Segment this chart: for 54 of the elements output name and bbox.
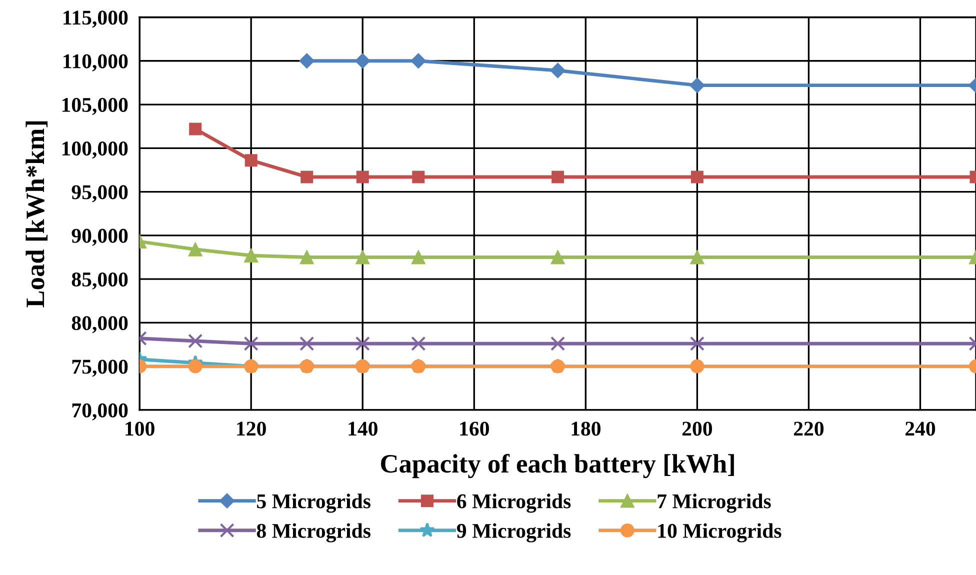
y-axis-title: Load [kWh*km]: [26, 121, 48, 308]
y-tick-label: 105,000: [62, 98, 128, 115]
point: [188, 334, 203, 348]
point: [412, 170, 425, 184]
y-tick-label: 80,000: [72, 316, 128, 334]
legend-label: 9 Microgrids: [456, 523, 571, 542]
legend-label: 8 Microgrids: [256, 523, 370, 542]
point: [690, 250, 704, 264]
x-tick-label: 220: [794, 422, 824, 436]
point: [411, 336, 426, 351]
y-tick-label: 70,000: [72, 403, 128, 420]
point: [550, 62, 566, 78]
point: [299, 53, 314, 68]
point: [189, 122, 202, 136]
x-tick-label: 180: [572, 422, 600, 436]
y-tick-label: 95,000: [72, 185, 128, 202]
point: [188, 359, 202, 374]
point: [690, 359, 704, 374]
point: [690, 170, 704, 184]
legend-label: 10 Microgrids: [658, 523, 782, 542]
point: [411, 250, 426, 264]
y-tick-label: 90,000: [72, 228, 128, 246]
point: [690, 336, 704, 351]
x-tick-label: 120: [237, 422, 266, 436]
point: [300, 170, 314, 184]
x-tick-label: 100: [126, 422, 154, 436]
point: [550, 336, 566, 351]
y-tick-label: 115,000: [64, 10, 128, 28]
point: [244, 336, 258, 351]
point: [552, 170, 564, 184]
legend-label: 6 Microgrids: [457, 494, 571, 513]
y-tick-label: 110,000: [64, 54, 128, 72]
x-tick-label: 200: [682, 422, 712, 436]
x-tick-label: 160: [460, 422, 489, 436]
x-tick-label: 140: [348, 422, 378, 436]
point: [300, 250, 314, 264]
point: [410, 53, 426, 68]
point: [244, 154, 258, 167]
legend-label: 5 Microgrids: [257, 494, 370, 513]
point: [355, 53, 370, 68]
point: [355, 336, 370, 351]
point: [300, 336, 314, 351]
point: [244, 248, 258, 262]
point: [356, 170, 369, 184]
point: [690, 78, 705, 93]
y-tick-label: 85,000: [72, 272, 128, 290]
point: [356, 250, 370, 264]
point: [188, 242, 202, 256]
y-tick-label: 100,000: [62, 142, 128, 159]
x-tick-label: 240: [905, 422, 936, 436]
x-axis-title: Capacity of each battery [kWh]: [380, 454, 734, 478]
point: [550, 250, 565, 264]
legend-label: 7 Microgrids: [658, 494, 771, 513]
y-tick-label: 75,000: [72, 360, 128, 377]
